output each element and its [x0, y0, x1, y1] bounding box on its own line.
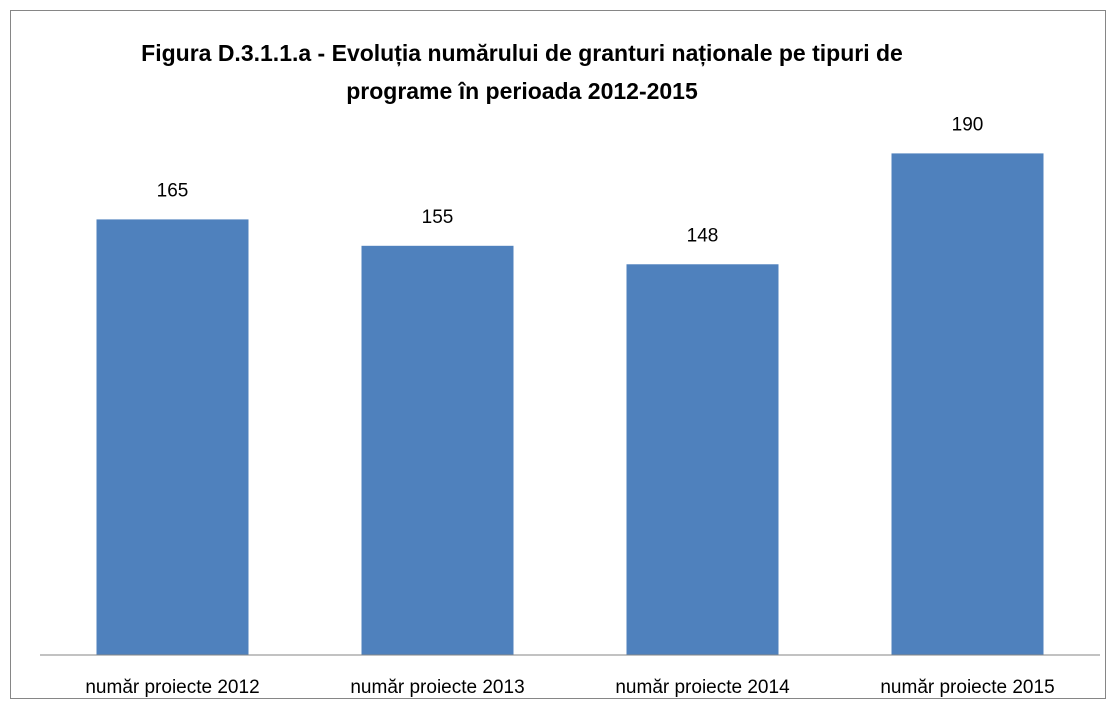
x-tick-label: număr proiecte 2012: [85, 677, 259, 698]
bar: [96, 219, 249, 655]
x-tick-label: număr proiecte 2015: [880, 677, 1054, 698]
bar: [891, 153, 1044, 655]
x-tick-label: număr proiecte 2014: [615, 677, 790, 698]
data-label: 155: [422, 207, 454, 228]
chart-title: Figura D.3.1.1.a - Evoluția numărului de…: [141, 40, 903, 67]
data-label: 165: [157, 180, 189, 201]
data-label: 190: [952, 114, 984, 135]
chart-title: programe în perioada 2012-2015: [346, 78, 698, 104]
bar: [361, 245, 514, 656]
bar: [626, 264, 779, 655]
data-label: 148: [687, 225, 719, 246]
x-tick-label: număr proiecte 2013: [350, 677, 524, 698]
